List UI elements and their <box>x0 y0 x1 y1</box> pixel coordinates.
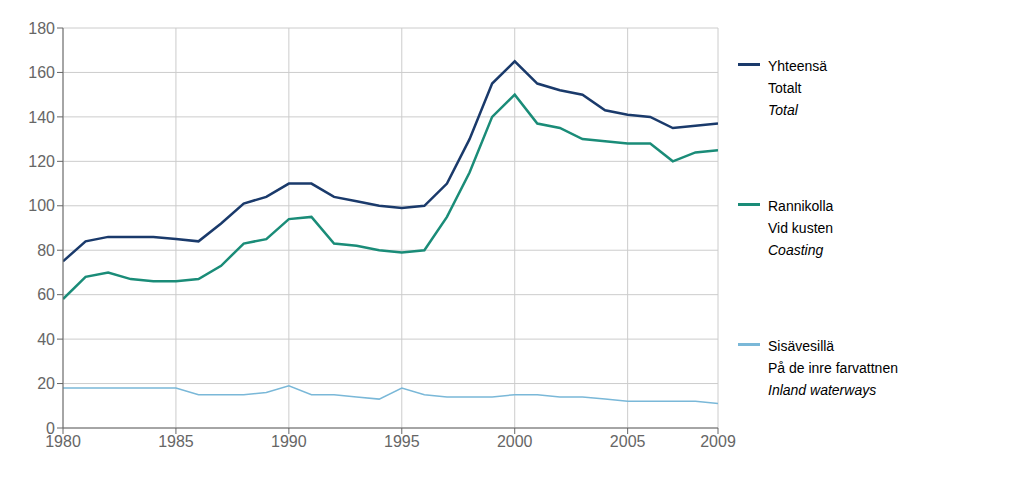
svg-text:2000: 2000 <box>497 433 533 450</box>
svg-text:1985: 1985 <box>158 433 194 450</box>
svg-text:120: 120 <box>28 153 55 170</box>
svg-text:2009: 2009 <box>700 433 736 450</box>
html-text:Total: Total <box>768 102 798 118</box>
svg-text:40: 40 <box>37 331 55 348</box>
svg-text:140: 140 <box>28 109 55 126</box>
svg-text:1990: 1990 <box>271 433 307 450</box>
svg-text:0: 0 <box>46 420 55 437</box>
html-text:Totalt: Totalt <box>768 80 802 96</box>
html-text:Sisävesillä: Sisävesillä <box>768 338 835 354</box>
svg-text:2005: 2005 <box>610 433 646 450</box>
html-text:Inland waterways: Inland waterways <box>768 382 877 398</box>
svg-text:180: 180 <box>28 20 55 37</box>
svg-text:1995: 1995 <box>384 433 420 450</box>
svg-text:60: 60 <box>37 286 55 303</box>
svg-text:100: 100 <box>28 197 55 214</box>
html-text:På de inre farvattnen: På de inre farvattnen <box>768 360 898 376</box>
svg-text:80: 80 <box>37 242 55 259</box>
html-text:Rannikolla: Rannikolla <box>768 198 834 214</box>
html-text:Yhteensä: Yhteensä <box>768 58 828 74</box>
html-text:Vid kusten: Vid kusten <box>768 220 834 236</box>
svg-text:20: 20 <box>37 375 55 392</box>
svg-text:160: 160 <box>28 64 55 81</box>
html-text:Coasting: Coasting <box>768 242 824 258</box>
svg-text:1980: 1980 <box>45 433 81 451</box>
